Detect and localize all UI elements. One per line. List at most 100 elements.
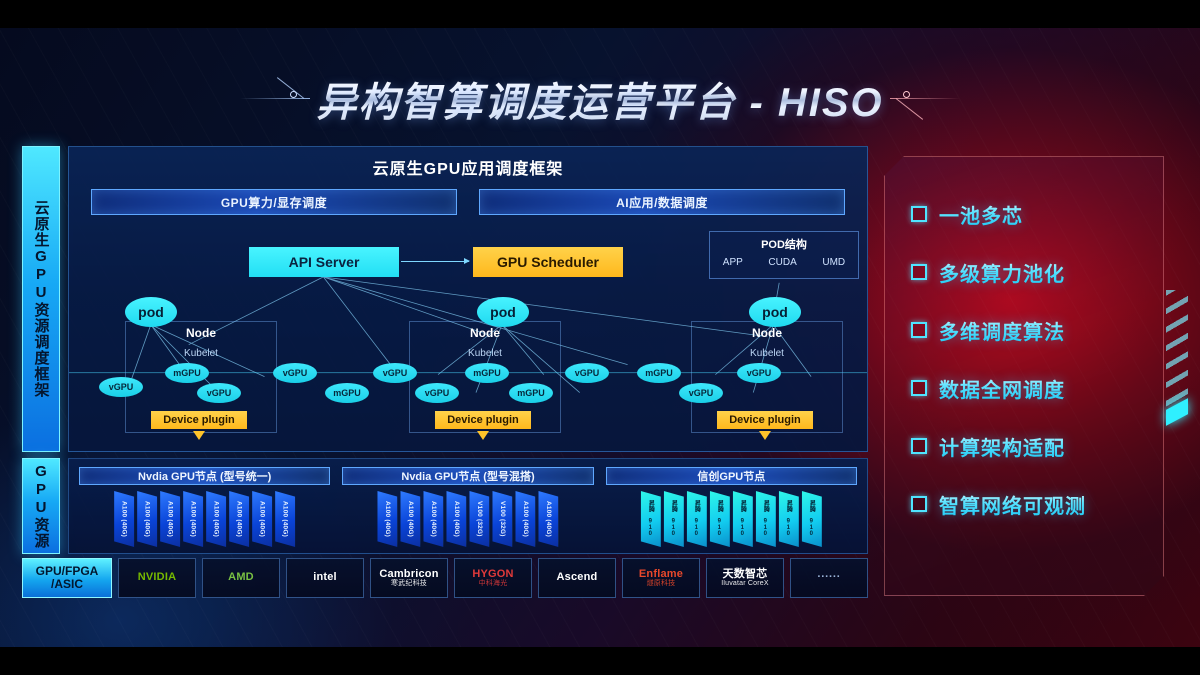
pod-ellipse-1[interactable]: pod <box>125 297 177 327</box>
sidebar-label-framework: 云原生GPU资源调度框架 <box>22 146 60 452</box>
api-to-scheduler-arrow <box>401 258 470 264</box>
gpu-card[interactable]: A100 (40G) <box>275 491 296 547</box>
bar-ai-app[interactable]: AI应用/数据调度 <box>479 189 845 215</box>
vendor-logo-box[interactable]: intel <box>286 558 364 598</box>
pod-ellipse-3[interactable]: pod <box>749 297 801 327</box>
gpu-card[interactable]: A100 (40G) <box>423 491 444 547</box>
vgpu-ellipse[interactable]: vGPU <box>273 363 317 383</box>
gpu-card[interactable]: 昇腾 910 <box>686 491 707 547</box>
gpu-card[interactable]: A100 (40G) <box>160 491 181 547</box>
feature-label: 多维调度算法 <box>939 316 1065 345</box>
gpu-card[interactable]: A100 (40G) <box>515 491 536 547</box>
gpu-card-label: 昇腾 910 <box>670 500 677 538</box>
vendor-logo-box[interactable]: ······ <box>790 558 868 598</box>
vendor-logo-box[interactable]: AMD <box>202 558 280 598</box>
gpu-card[interactable]: 昇腾 910 <box>663 491 684 547</box>
gpu-column-header-1[interactable]: Nvdia GPU节点 (型号统一) <box>79 467 331 485</box>
checkbox-icon[interactable] <box>911 322 927 338</box>
vendor-logo-box[interactable]: Ascend <box>538 558 616 598</box>
vendor-logo-box[interactable]: 天数智芯 Iluvatar CoreX <box>706 558 784 598</box>
sidebar-label-gpu-resource: GPU资源 <box>22 458 60 554</box>
feature-item-5[interactable]: 计算架构适配 <box>911 417 1163 475</box>
mgpu-ellipse[interactable]: mGPU <box>165 363 209 383</box>
sidebar-label-gpu-resource-text: GPU资源 <box>32 463 50 549</box>
gpu-card[interactable]: 昇腾 910 <box>801 491 822 547</box>
gpu-card[interactable]: A100 (40G) <box>206 491 227 547</box>
checkbox-icon[interactable] <box>911 380 927 396</box>
gpu-column-header-3[interactable]: 信创GPU节点 <box>605 467 857 485</box>
gpu-card-label: A100 (40G) <box>544 501 552 537</box>
checkbox-icon[interactable] <box>911 206 927 222</box>
gpu-card[interactable]: A100 (40G) <box>114 491 135 547</box>
mgpu-ellipse[interactable]: mGPU <box>465 363 509 383</box>
vendor-category-line2: /ASIC <box>50 577 83 591</box>
vgpu-ellipse[interactable]: vGPU <box>679 383 723 403</box>
vgpu-ellipse[interactable]: vGPU <box>197 383 241 403</box>
kubelet-label-1: Kubelet <box>184 348 218 359</box>
bar-gpu-compute[interactable]: GPU算力/显存调度 <box>91 189 457 215</box>
cambricon-logo: Cambricon 寒武纪科技 <box>379 567 439 588</box>
feature-item-4[interactable]: 数据全网调度 <box>911 359 1163 417</box>
api-server-node[interactable]: API Server <box>249 247 399 277</box>
device-plugin-3[interactable]: Device plugin <box>717 411 813 429</box>
device-plugin-1[interactable]: Device plugin <box>151 411 247 429</box>
gpu-card[interactable]: 昇腾 910 <box>732 491 753 547</box>
gpu-card[interactable]: A100 (40G) <box>229 491 250 547</box>
gpu-card[interactable]: A100 (40G) <box>252 491 273 547</box>
gpu-card[interactable]: A100 (40G) <box>183 491 204 547</box>
gpu-card[interactable]: A100 (40G) <box>400 491 421 547</box>
feature-item-6[interactable]: 智算网络可观测 <box>911 475 1163 533</box>
pod-structure-items: APP CUDA UMD <box>710 257 858 268</box>
gpu-card-label: A100 (40G) <box>258 501 266 537</box>
gpu-card[interactable]: A100 (40G) <box>446 491 467 547</box>
gpu-card[interactable]: V100 (32G) <box>469 491 490 547</box>
vendor-logo-box[interactable]: Cambricon 寒武纪科技 <box>370 558 448 598</box>
k8s-topology: API Server GPU Scheduler POD结构 APP CUDA … <box>69 225 867 451</box>
iluvatar-logo: 天数智芯 Iluvatar CoreX <box>721 567 769 588</box>
vendor-logo-box[interactable]: HYGON 中科海光 <box>454 558 532 598</box>
gpu-card-label: V100 (32G) <box>498 501 506 537</box>
checkbox-icon[interactable] <box>911 496 927 512</box>
gpu-resource-band: Nvdia GPU节点 (型号统一) A100 (40G) A100 (40G) A… <box>68 458 868 554</box>
gpu-card-label: 昇腾 910 <box>762 500 769 538</box>
gpu-card-label: A100 (40G) <box>521 501 529 537</box>
feature-item-2[interactable]: 多级算力池化 <box>911 243 1163 301</box>
gpu-card-list-3: 昇腾 910 昇腾 910 昇腾 910 昇腾 910 昇腾 910 昇腾 910 昇腾 9… <box>606 491 857 547</box>
mgpu-ellipse[interactable]: mGPU <box>325 383 369 403</box>
pod-ellipse-2[interactable]: pod <box>477 297 529 327</box>
panel-edge-decor <box>1166 290 1188 420</box>
pod-structure-item-app: APP <box>722 257 743 268</box>
title-decor-dot-left <box>290 91 297 98</box>
vgpu-ellipse[interactable]: vGPU <box>737 363 781 383</box>
mgpu-ellipse[interactable]: mGPU <box>637 363 681 383</box>
kubelet-label-2: Kubelet <box>468 348 502 359</box>
vgpu-ellipse[interactable]: vGPU <box>373 363 417 383</box>
vgpu-ellipse[interactable]: vGPU <box>565 363 609 383</box>
gpu-card[interactable]: 昇腾 910 <box>640 491 661 547</box>
feature-label: 计算架构适配 <box>939 432 1065 461</box>
gpu-card-label: A100 (40G) <box>452 501 460 537</box>
gpu-card-label: A100 (40G) <box>235 501 243 537</box>
mgpu-ellipse[interactable]: mGPU <box>509 383 553 403</box>
gpu-card[interactable]: 昇腾 910 <box>755 491 776 547</box>
gpu-card[interactable]: A100 (40G) <box>377 491 398 547</box>
vgpu-ellipse[interactable]: vGPU <box>415 383 459 403</box>
checkbox-icon[interactable] <box>911 438 927 454</box>
feature-item-3[interactable]: 多维调度算法 <box>911 301 1163 359</box>
gpu-card[interactable]: A100 (40G) <box>137 491 158 547</box>
vgpu-ellipse[interactable]: vGPU <box>99 377 143 397</box>
gpu-card[interactable]: 昇腾 910 <box>778 491 799 547</box>
gpu-card[interactable]: A100 (40G) <box>538 491 559 547</box>
gpu-column-header-2[interactable]: Nvdia GPU节点 (型号混搭) <box>342 467 594 485</box>
device-plugin-2[interactable]: Device plugin <box>435 411 531 429</box>
gpu-card[interactable]: V100 (32G) <box>492 491 513 547</box>
vendor-logo-box[interactable]: Enflame 燧原科技 <box>622 558 700 598</box>
vendor-logo-box[interactable]: NVIDIA <box>118 558 196 598</box>
gpu-card-list-2: A100 (40G) A100 (40G) A100 (40G) A100 (40G)… <box>342 491 593 547</box>
gpu-card[interactable]: 昇腾 910 <box>709 491 730 547</box>
checkbox-icon[interactable] <box>911 264 927 280</box>
nvidia-logo: NVIDIA <box>137 571 177 584</box>
feature-item-1[interactable]: 一池多芯 <box>911 185 1163 243</box>
gpu-scheduler-node[interactable]: GPU Scheduler <box>473 247 623 277</box>
vendor-sublabel: 中科海光 <box>478 580 508 588</box>
